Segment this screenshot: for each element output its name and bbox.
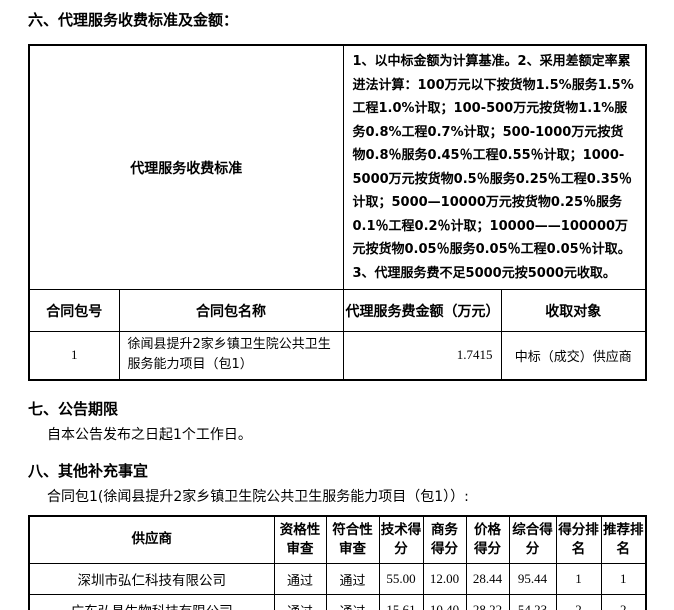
price-score-cell: 28.22 bbox=[465, 594, 510, 610]
contract-name-cell: 徐闻县提升2家乡镇卫生院公共卫生服务能力项目（包1） bbox=[118, 331, 344, 380]
tech-score-cell: 55.00 bbox=[378, 563, 424, 595]
table-row: 深圳市弘仁科技有限公司 通过 通过 55.00 12.00 28.44 95.4… bbox=[28, 563, 647, 595]
score-col-qualification: 资格性审查 bbox=[273, 515, 327, 564]
supplier-score-table: 供应商 资格性审查 符合性审查 技术得分 商务得分 价格得分 综合得分 得分排名… bbox=[28, 514, 647, 610]
business-score-cell: 12.00 bbox=[422, 563, 467, 595]
score-col-business: 商务得分 bbox=[422, 515, 467, 564]
score-col-technical: 技术得分 bbox=[378, 515, 424, 564]
payer-cell: 中标（成交）供应商 bbox=[500, 331, 647, 380]
announcement-period-text: 自本公告发布之日起1个工作日。 bbox=[47, 426, 252, 443]
score-col-price: 价格得分 bbox=[465, 515, 510, 564]
contract-package-intro: 合同包1(徐闻县提升2家乡镇卫生院公共卫生服务能力项目（包1））: bbox=[47, 488, 469, 505]
qualification-cell: 通过 bbox=[273, 563, 327, 595]
fee-standard-label: 代理服务收费标准 bbox=[28, 44, 344, 290]
score-col-score-rank: 得分排名 bbox=[555, 515, 602, 564]
section7-heading: 七、公告期限 bbox=[28, 399, 119, 418]
score-col-supplier: 供应商 bbox=[28, 515, 275, 564]
table-row: 广东弘昌生物科技有限公司 通过 通过 15.61 10.40 28.22 54.… bbox=[28, 594, 647, 610]
fee-standard-text: 1、以中标金额为计算基准。2、采用差额定率累进法计算：100万元以下按货物1.5… bbox=[342, 44, 647, 290]
business-score-cell: 10.40 bbox=[422, 594, 467, 610]
compliance-cell: 通过 bbox=[325, 594, 380, 610]
score-rank-cell: 2 bbox=[555, 594, 602, 610]
compliance-cell: 通过 bbox=[325, 563, 380, 595]
total-score-cell: 95.44 bbox=[508, 563, 557, 595]
fee-col-payer: 收取对象 bbox=[500, 289, 647, 332]
score-table-header-row: 供应商 资格性审查 符合性审查 技术得分 商务得分 价格得分 综合得分 得分排名… bbox=[28, 515, 647, 564]
supplier-cell: 深圳市弘仁科技有限公司 bbox=[28, 563, 275, 595]
supplier-cell: 广东弘昌生物科技有限公司 bbox=[28, 594, 275, 610]
fee-col-contract-no: 合同包号 bbox=[28, 289, 120, 332]
contract-no-cell: 1 bbox=[28, 331, 120, 380]
table-row: 1 徐闻县提升2家乡镇卫生院公共卫生服务能力项目（包1） 1.7415 中标（成… bbox=[28, 331, 647, 380]
section6-heading: 六、代理服务收费标准及金额： bbox=[28, 11, 239, 29]
fee-col-contract-name: 合同包名称 bbox=[118, 289, 344, 332]
total-score-cell: 54.23 bbox=[508, 594, 557, 610]
amount-cell: 1.7415 bbox=[342, 331, 502, 380]
fee-table-header-row: 合同包号 合同包名称 代理服务费金额（万元） 收取对象 bbox=[28, 289, 647, 332]
price-score-cell: 28.44 bbox=[465, 563, 510, 595]
section8-heading: 八、其他补充事宜 bbox=[28, 461, 149, 480]
score-rank-cell: 1 bbox=[555, 563, 602, 595]
fee-standard-row: 代理服务收费标准 1、以中标金额为计算基准。2、采用差额定率累进法计算：100万… bbox=[28, 44, 647, 290]
score-col-recommend-rank: 推荐排名 bbox=[600, 515, 647, 564]
recommend-rank-cell: 2 bbox=[600, 594, 647, 610]
score-col-total: 综合得分 bbox=[508, 515, 557, 564]
fee-col-amount: 代理服务费金额（万元） bbox=[342, 289, 502, 332]
recommend-rank-cell: 1 bbox=[600, 563, 647, 595]
qualification-cell: 通过 bbox=[273, 594, 327, 610]
fee-standard-table: 代理服务收费标准 1、以中标金额为计算基准。2、采用差额定率累进法计算：100万… bbox=[28, 44, 648, 381]
tech-score-cell: 15.61 bbox=[378, 594, 424, 610]
score-col-compliance: 符合性审查 bbox=[325, 515, 380, 564]
